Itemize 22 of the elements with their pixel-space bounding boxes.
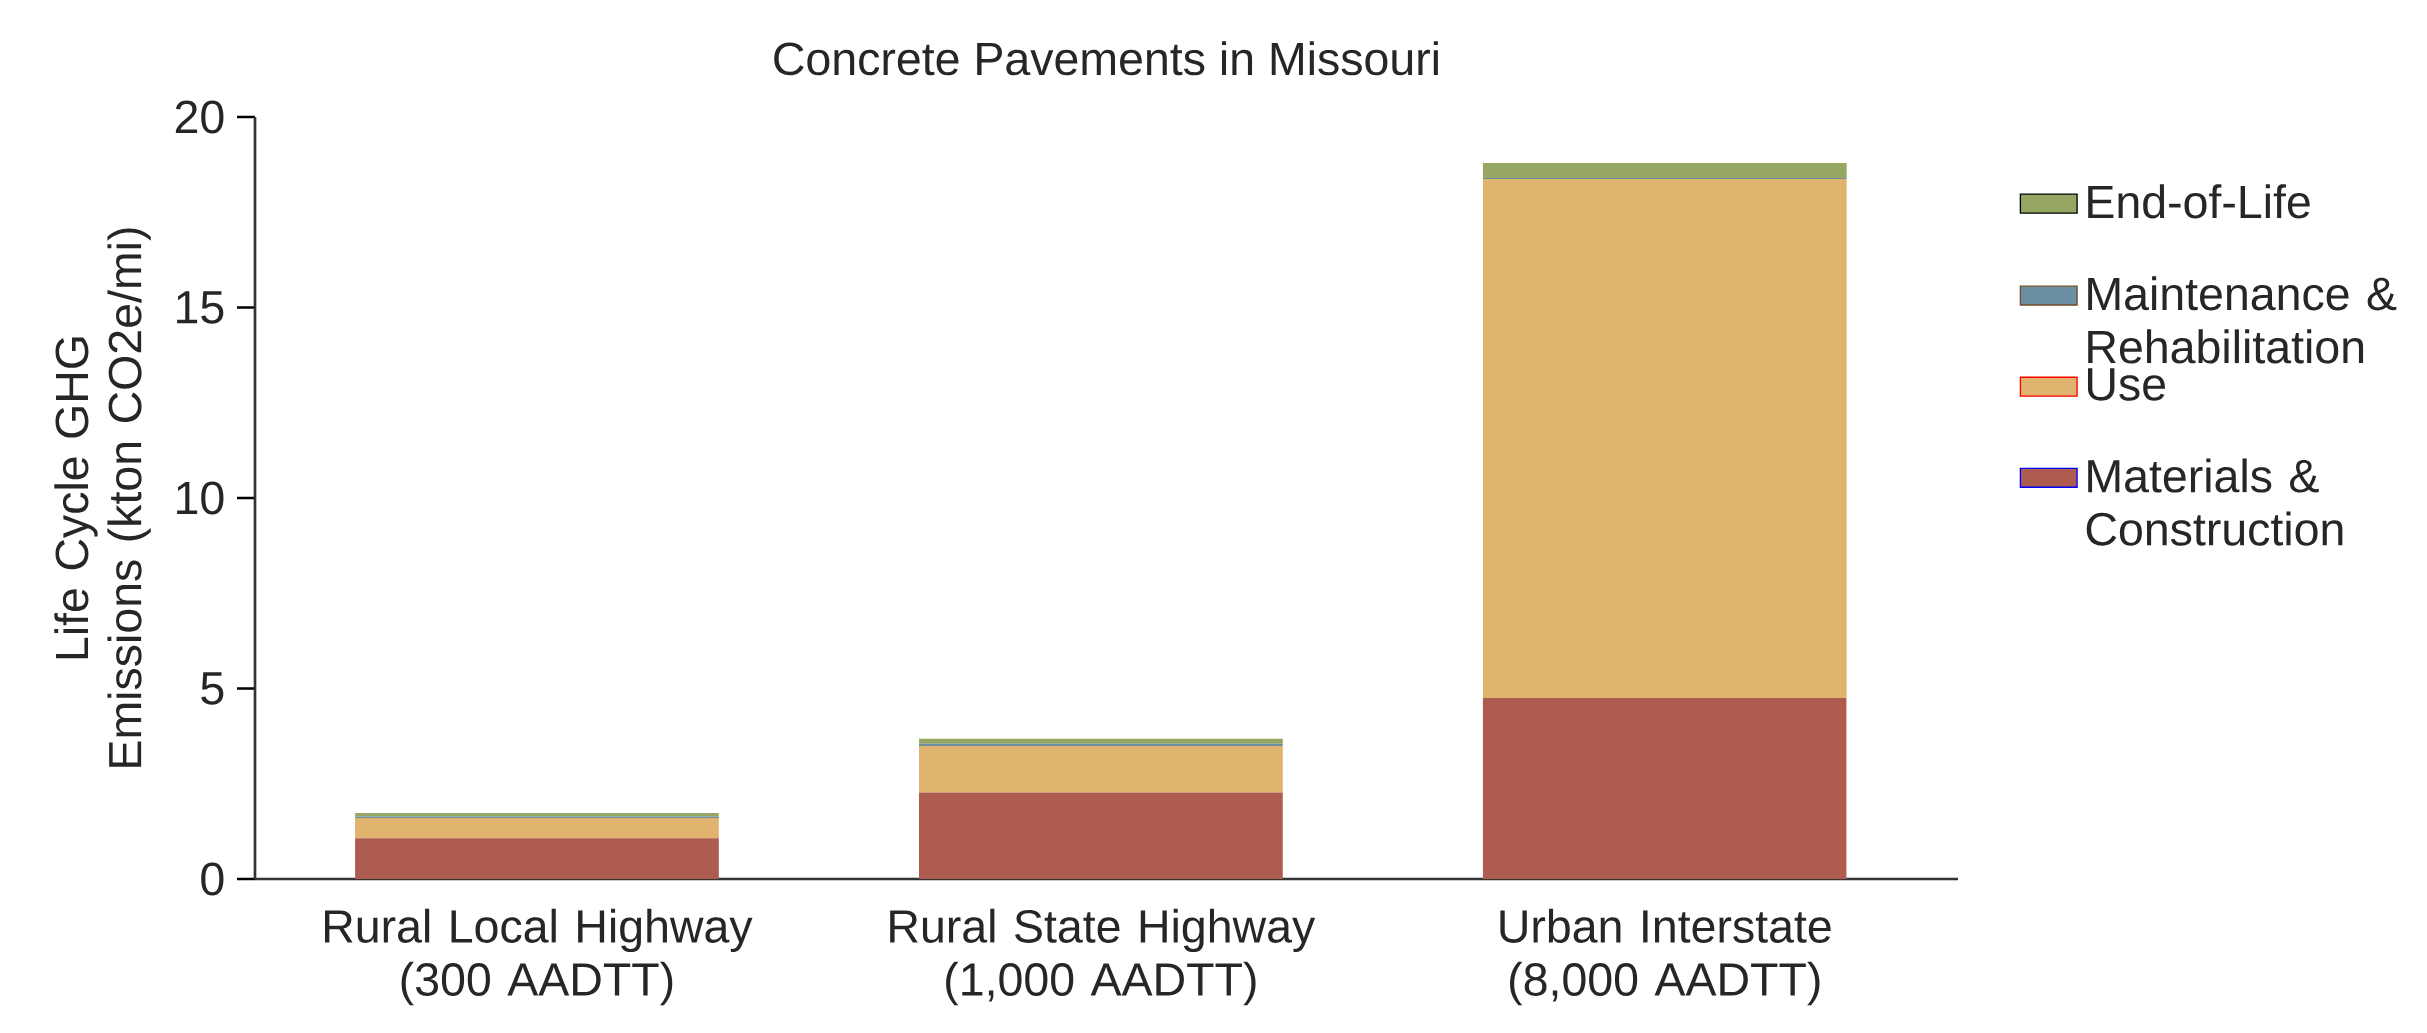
legend-label: Maintenance & Rehabilitation bbox=[2088, 276, 2397, 364]
bar bbox=[1482, 698, 1847, 879]
y-tick-label: 20 bbox=[175, 100, 224, 134]
y-tick-label: 10 bbox=[177, 481, 224, 515]
chart-title: Concrete Pavements in Missouri bbox=[774, 41, 1438, 76]
bar bbox=[919, 746, 1283, 793]
x-tick-label: Rural State Highway (1,000 AADTT) bbox=[890, 908, 1316, 1006]
legend-label: Use bbox=[2087, 368, 2166, 401]
legend-label: End-of-Life bbox=[2088, 184, 2310, 219]
y-tick-label: 5 bbox=[201, 672, 224, 705]
bar bbox=[919, 738, 1283, 744]
y-axis-title: Life Cycle GHG Emissions (kton CO2e/mi) bbox=[54, 228, 151, 767]
bar bbox=[1482, 163, 1847, 178]
bar bbox=[355, 818, 719, 839]
x-tick-label: Rural Local Highway (300 AADTT) bbox=[324, 908, 753, 1006]
bar bbox=[1482, 179, 1847, 699]
bar bbox=[919, 792, 1283, 879]
x-tick-label: Urban Interstate (8,000 AADTT) bbox=[1500, 908, 1831, 1006]
y-tick-label: 0 bbox=[201, 862, 224, 896]
legend-label: Materials & Construction bbox=[2086, 458, 2343, 546]
bar bbox=[355, 838, 719, 879]
y-tick-label: 15 bbox=[177, 291, 224, 324]
